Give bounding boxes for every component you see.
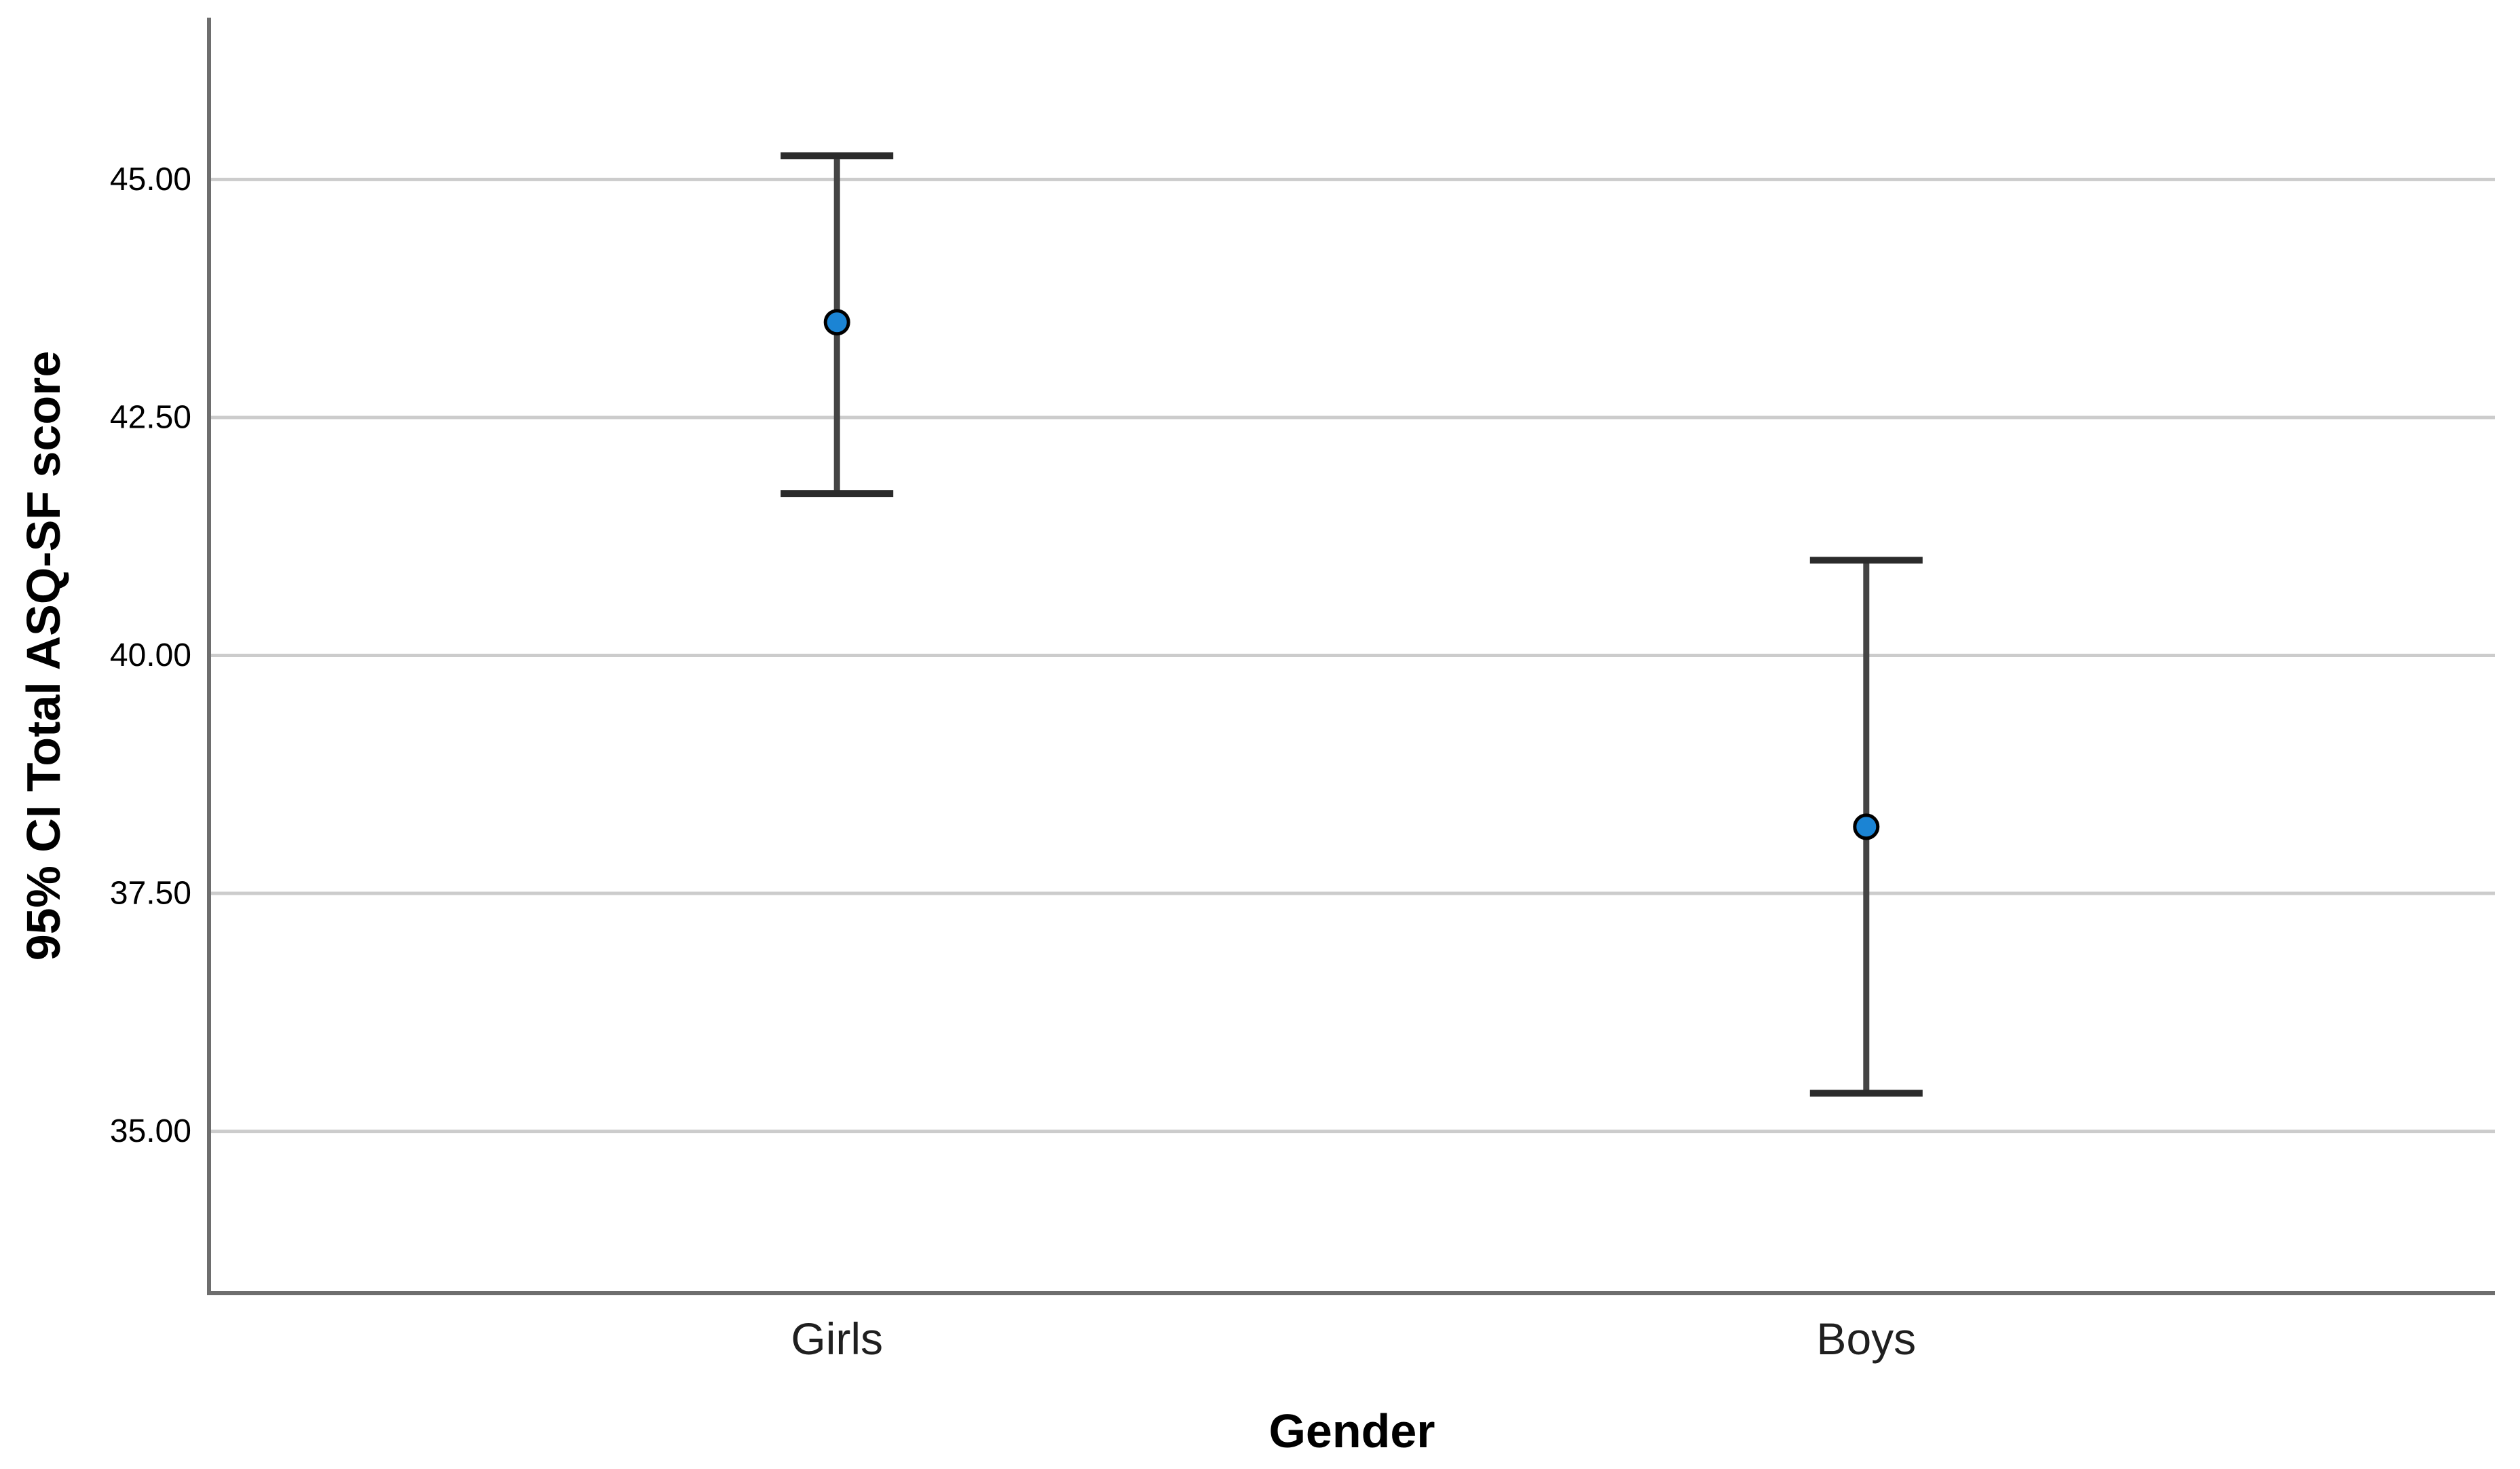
y-axis-title: 95% CI Total ASQ-SF score	[17, 350, 70, 961]
x-category-label: Girls	[791, 1314, 883, 1364]
y-tick-label: 35.00	[110, 1113, 191, 1149]
mean-point-marker	[1853, 813, 1880, 840]
y-tick-label: 40.00	[110, 637, 191, 673]
x-axis-title: Gender	[1268, 1405, 1435, 1457]
mean-point-marker	[823, 309, 850, 336]
x-category-label: Boys	[1816, 1314, 1916, 1364]
y-tick-label: 45.00	[110, 162, 191, 198]
y-tick-label: 42.50	[110, 399, 191, 435]
y-tick-label: 37.50	[110, 876, 191, 912]
